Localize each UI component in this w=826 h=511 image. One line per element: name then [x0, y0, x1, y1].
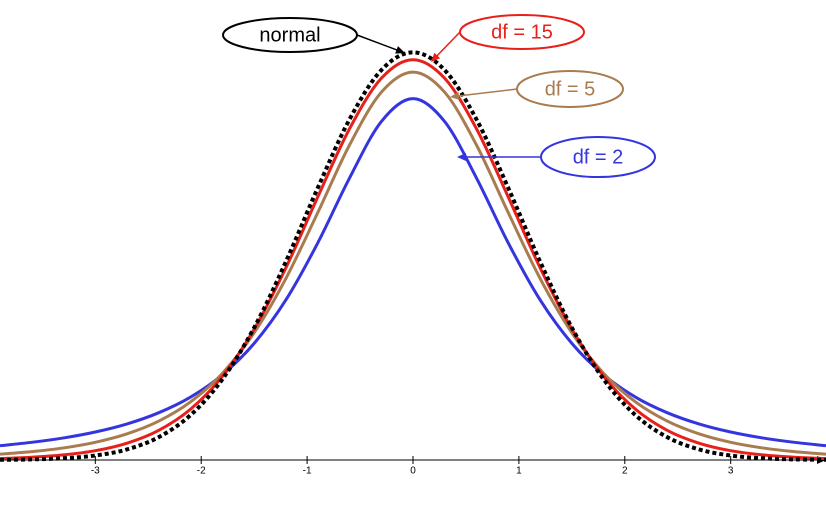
x-tick-label: -3	[91, 466, 100, 477]
curve	[0, 50, 826, 462]
label-arrow	[435, 31, 461, 58]
label-arrow	[356, 34, 399, 52]
curve	[0, 70, 826, 456]
arrow-head	[457, 153, 466, 161]
x-tick-label: 3	[728, 466, 734, 477]
arrow-head	[431, 52, 441, 62]
legend-label: df = 5	[545, 78, 596, 100]
legend-label: df = 15	[491, 21, 553, 43]
curve	[0, 58, 826, 461]
x-tick-label: 2	[622, 466, 628, 477]
x-tick-label: -1	[303, 466, 312, 477]
curve	[0, 97, 826, 448]
legend-label: df = 2	[573, 146, 624, 168]
x-tick-label: -2	[197, 466, 206, 477]
arrow-head	[395, 46, 405, 54]
arrow-head	[450, 91, 460, 100]
label-arrow	[456, 88, 518, 97]
x-tick-label: 1	[516, 466, 522, 477]
x-tick-label: 0	[410, 466, 416, 477]
legend-label: normal	[259, 24, 320, 46]
